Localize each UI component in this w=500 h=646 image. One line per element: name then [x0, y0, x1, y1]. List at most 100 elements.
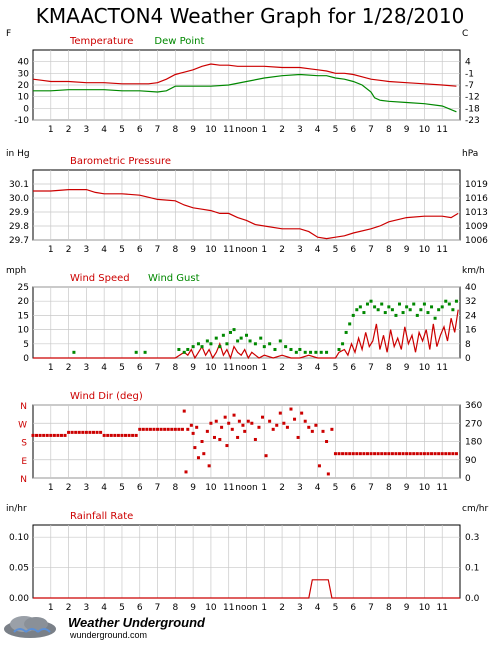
x-tick-label: 8 — [386, 603, 392, 612]
x-tick-label: 5 — [119, 125, 125, 135]
data-point — [401, 452, 405, 456]
x-tick-label: 1 — [261, 603, 267, 612]
data-point — [440, 452, 444, 456]
x-tick-label: 8 — [386, 483, 392, 493]
y-tick-label: 30 — [18, 69, 30, 79]
y-tick-label: 0 — [23, 354, 29, 364]
data-point — [383, 452, 387, 456]
x-tick-label: 11 — [436, 603, 447, 612]
data-point — [303, 350, 307, 354]
y2-tick-label: 1013 — [465, 208, 488, 218]
data-point — [196, 342, 200, 346]
data-point — [106, 433, 110, 437]
data-point — [35, 433, 39, 437]
x-tick-label: 5 — [333, 125, 339, 135]
y-tick-label: 0.00 — [9, 594, 29, 604]
x-tick-label: noon — [235, 363, 257, 373]
y2-tick-label: 180 — [465, 438, 482, 448]
series-line — [33, 309, 459, 360]
y2-tick-label: 360 — [465, 401, 482, 411]
data-point — [310, 429, 314, 433]
data-point — [284, 345, 288, 349]
data-point — [268, 342, 272, 346]
data-point — [289, 407, 293, 411]
x-tick-label: 5 — [333, 603, 339, 612]
x-tick-label: 10 — [205, 363, 217, 373]
x-tick-label: 5 — [119, 363, 125, 373]
x-tick-label: 11 — [223, 125, 234, 135]
data-point — [271, 427, 275, 431]
y-tick-label: 29.7 — [9, 236, 29, 246]
data-point — [383, 311, 387, 315]
data-point — [257, 425, 261, 429]
data-point — [373, 305, 377, 309]
data-point — [109, 433, 113, 437]
data-point — [376, 308, 380, 312]
data-point — [250, 421, 254, 425]
y-axis-unit: in/hr — [6, 504, 27, 514]
chart-panel-5 — [32, 524, 461, 599]
x-tick-label: noon — [235, 125, 257, 135]
data-point — [321, 429, 325, 433]
data-point — [95, 430, 99, 434]
x-tick-label: 6 — [350, 125, 356, 135]
x-tick-label: 8 — [386, 363, 392, 373]
x-tick-label: 9 — [404, 603, 410, 612]
x-tick-label: 3 — [297, 483, 303, 493]
data-point — [220, 425, 224, 429]
y2-tick-label: -7 — [465, 81, 474, 91]
data-point — [430, 305, 434, 309]
chart-panel-3 — [32, 286, 461, 360]
chart-title: Barometric Pressure — [70, 156, 171, 167]
x-tick-label: 5 — [333, 483, 339, 493]
x-tick-label: 1 — [261, 245, 267, 255]
data-point — [236, 339, 240, 343]
data-point — [373, 452, 377, 456]
data-point — [333, 452, 337, 456]
data-point — [134, 433, 138, 437]
x-tick-label: 2 — [66, 603, 72, 612]
data-point — [63, 433, 67, 437]
data-point — [447, 302, 451, 306]
data-point — [186, 427, 190, 431]
data-point — [246, 419, 250, 423]
data-point — [275, 423, 279, 427]
data-point — [426, 311, 430, 315]
data-point — [184, 470, 188, 474]
x-tick-label: 11 — [223, 245, 234, 255]
data-point — [351, 452, 355, 456]
data-point — [131, 433, 135, 437]
x-tick-label: 3 — [297, 363, 303, 373]
data-point — [337, 452, 341, 456]
y-tick-label: N — [20, 402, 27, 412]
data-point — [358, 305, 362, 309]
data-point — [415, 452, 419, 456]
data-point — [91, 430, 95, 434]
data-point — [293, 417, 297, 421]
data-point — [394, 452, 398, 456]
data-point — [163, 427, 167, 431]
x-tick-label: 9 — [404, 483, 410, 493]
x-tick-label: 7 — [155, 245, 161, 255]
data-point — [45, 433, 49, 437]
data-point — [300, 411, 304, 415]
x-tick-label: 4 — [315, 125, 321, 135]
x-tick-label: 3 — [84, 483, 90, 493]
data-point — [127, 433, 131, 437]
x-tick-label: 5 — [119, 603, 125, 612]
data-point — [200, 440, 204, 443]
data-point — [314, 423, 318, 427]
x-tick-label: 5 — [333, 363, 339, 373]
y-axis-unit: mph — [6, 266, 26, 276]
data-point — [245, 333, 248, 337]
x-tick-label: 2 — [66, 483, 72, 493]
y-tick-label: 29.8 — [9, 222, 29, 232]
x-tick-label: 2 — [279, 363, 285, 373]
data-point — [241, 423, 245, 427]
x-tick-label: 4 — [101, 603, 107, 612]
x-tick-label: 11 — [223, 483, 234, 493]
data-point — [253, 342, 257, 346]
data-point — [344, 330, 348, 334]
wunderground-logo — [0, 612, 260, 645]
data-point — [278, 339, 282, 343]
